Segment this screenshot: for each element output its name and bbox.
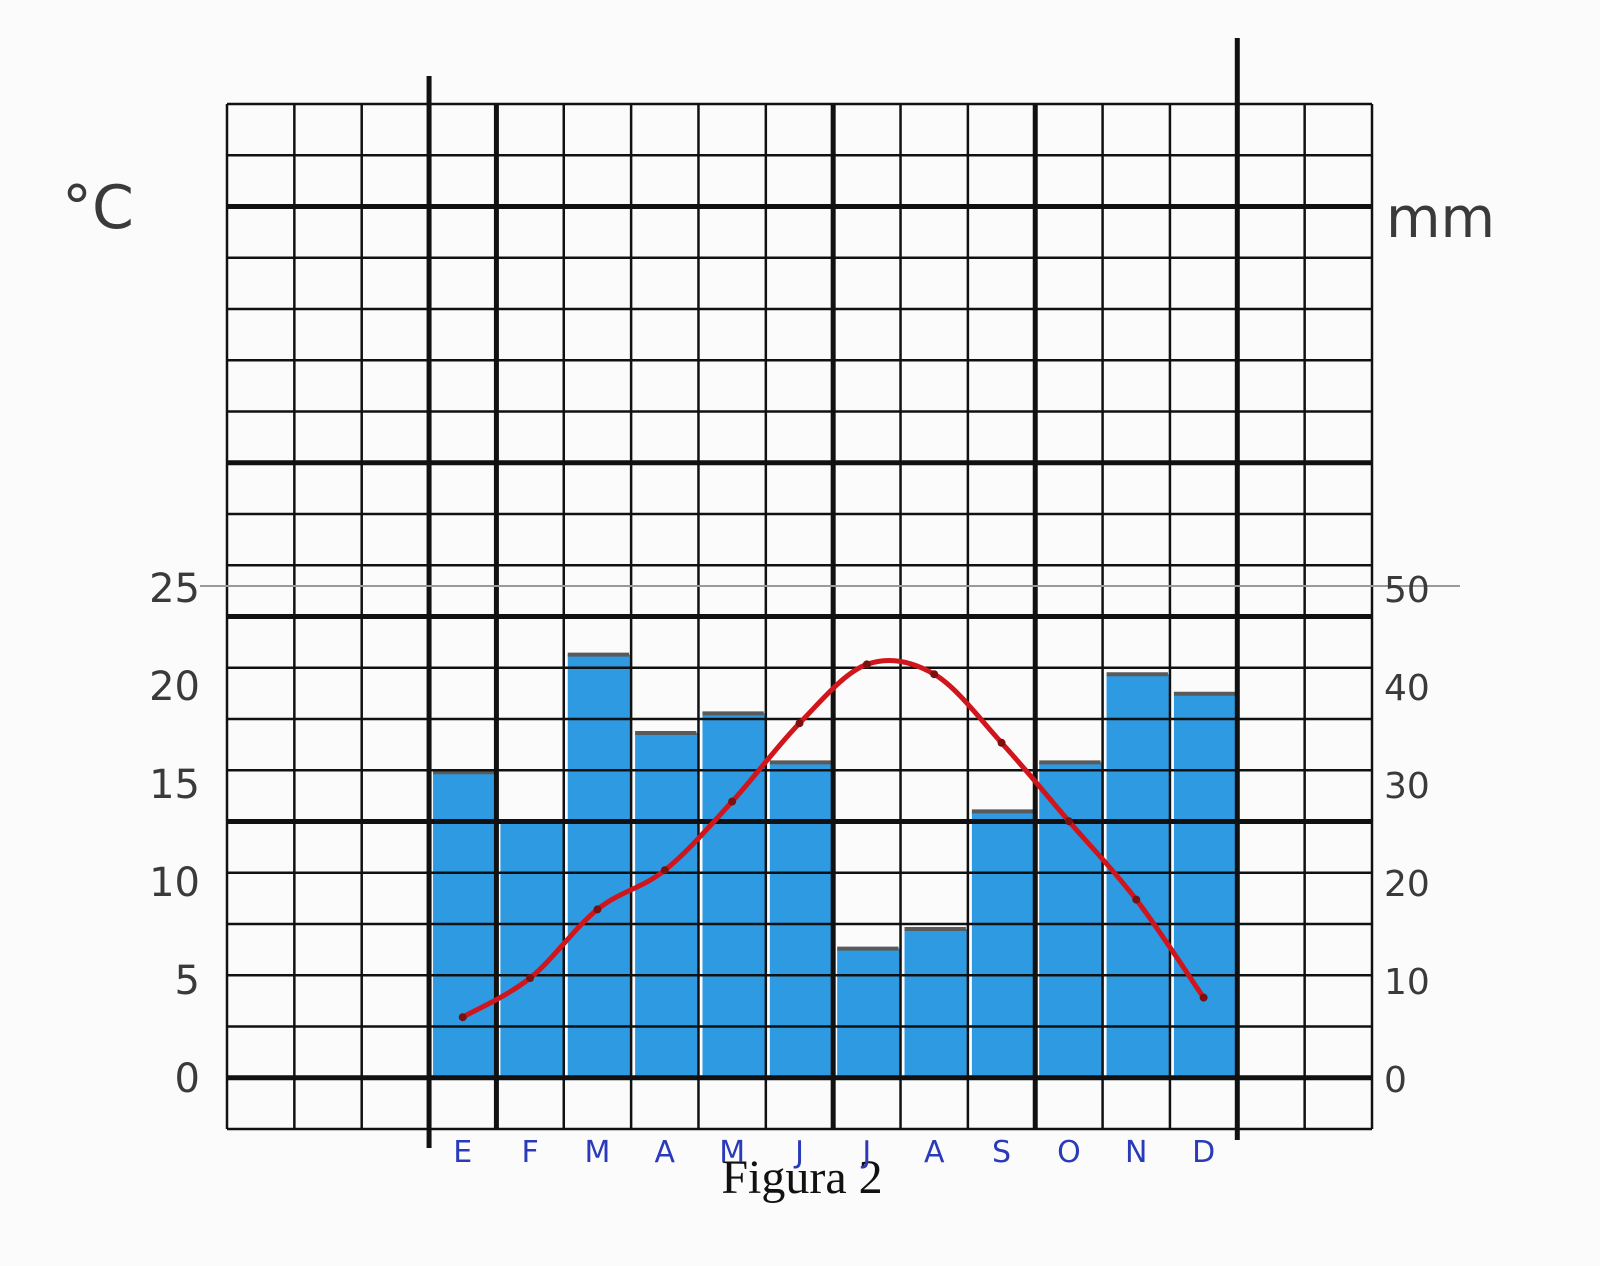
month-label-10: O xyxy=(1057,1135,1081,1170)
temperature-point-5 xyxy=(728,797,737,806)
precip-bar-6 xyxy=(769,762,833,1076)
month-label-1: E xyxy=(453,1135,472,1170)
precip-bar-10 xyxy=(1039,762,1102,1076)
temperature-point-6 xyxy=(795,719,804,728)
temperature-point-9 xyxy=(997,738,1006,747)
temperature-point-12 xyxy=(1199,993,1208,1002)
temperature-point-3 xyxy=(593,905,602,914)
month-label-6: J xyxy=(793,1135,804,1170)
temperature-point-10 xyxy=(1064,817,1073,826)
temperature-point-4 xyxy=(660,866,669,875)
right-tick-label: 10 xyxy=(1384,962,1430,1003)
left-tick-label: 10 xyxy=(149,860,200,906)
right-tick-label: 40 xyxy=(1384,668,1430,709)
left-tick-label: 5 xyxy=(175,958,200,1004)
right-tick-label: 0 xyxy=(1384,1060,1407,1101)
month-label-5: M xyxy=(719,1135,745,1170)
figure-caption: Figura 2 xyxy=(721,1151,882,1204)
left-axis-unit: °C xyxy=(62,173,134,243)
precip-bar-2 xyxy=(500,821,563,1076)
month-label-11: N xyxy=(1125,1135,1147,1170)
month-label-3: M xyxy=(584,1135,610,1170)
precip-bar-5 xyxy=(702,713,765,1076)
month-label-12: D xyxy=(1192,1135,1215,1170)
right-axis-unit: mm xyxy=(1386,186,1495,251)
month-label-8: A xyxy=(924,1135,945,1170)
left-tick-label: 25 xyxy=(149,566,200,612)
temperature-point-2 xyxy=(526,974,535,982)
month-label-7: J xyxy=(860,1135,871,1170)
right-tick-label: 30 xyxy=(1384,766,1430,807)
month-label-4: A xyxy=(655,1135,676,1170)
temperature-point-1 xyxy=(458,1013,467,1022)
temperature-point-7 xyxy=(862,660,871,669)
precip-bar-7 xyxy=(837,948,900,1076)
month-label-2: F xyxy=(521,1135,538,1170)
chart-labels: °C mm Figura 2 0 5 10 15 20 25 0 10 20 30 40 50 E F M A… xyxy=(62,173,1495,1204)
temperature-point-11 xyxy=(1132,895,1141,904)
precip-bar-12 xyxy=(1173,693,1237,1076)
temperature-line-group xyxy=(458,657,1208,1022)
precipitation-bars xyxy=(433,652,1237,1076)
month-label-9: S xyxy=(992,1135,1011,1170)
precip-bar-8 xyxy=(904,929,967,1076)
precip-bar-3 xyxy=(567,654,631,1076)
right-tick-label: 20 xyxy=(1384,864,1430,905)
right-tick-label: 50 xyxy=(1384,570,1430,611)
left-tick-label: 15 xyxy=(149,762,200,808)
left-tick-label: 0 xyxy=(175,1056,200,1102)
left-tick-label: 20 xyxy=(149,664,200,710)
precip-bar-4 xyxy=(635,733,698,1076)
chart-grid xyxy=(200,38,1460,1148)
precip-bar-9 xyxy=(971,811,1035,1076)
temperature-point-8 xyxy=(930,670,939,679)
